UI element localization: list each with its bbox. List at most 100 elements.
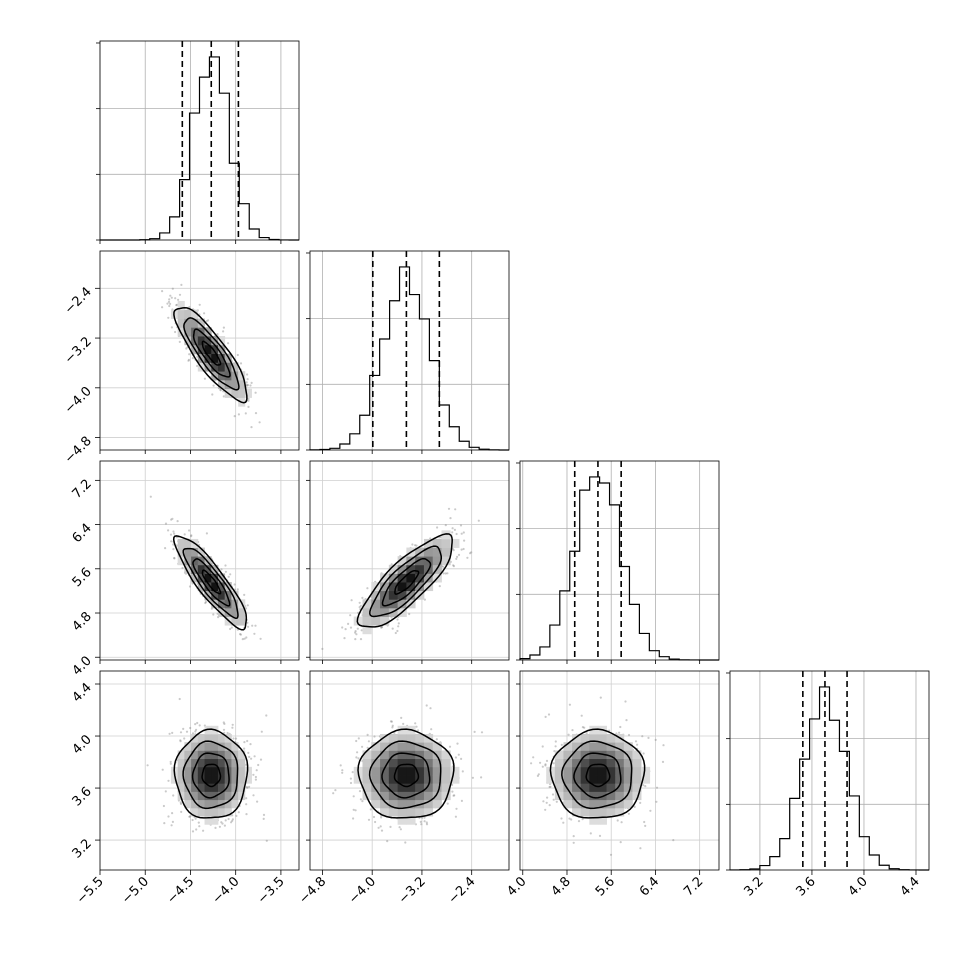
scatter-point bbox=[170, 540, 173, 543]
scatter-point bbox=[229, 627, 232, 631]
scatter-point bbox=[454, 508, 457, 511]
density-cell bbox=[415, 807, 425, 817]
scatter-point bbox=[244, 607, 248, 610]
density-cell bbox=[563, 783, 573, 792]
density-cell bbox=[632, 783, 642, 792]
scatter-point bbox=[429, 707, 432, 710]
density-cell bbox=[388, 742, 399, 751]
density-cell bbox=[606, 733, 616, 743]
scatter-point bbox=[179, 802, 183, 806]
contour-line bbox=[173, 728, 249, 819]
density-cell bbox=[224, 750, 232, 760]
scatter-point bbox=[172, 548, 175, 551]
density-cell bbox=[380, 791, 390, 801]
density-cell bbox=[197, 807, 205, 817]
density-cell bbox=[388, 590, 399, 600]
scatter-point bbox=[351, 771, 354, 774]
density-cell bbox=[197, 742, 205, 751]
scatter-point bbox=[230, 626, 233, 629]
contour-line bbox=[357, 728, 455, 819]
density-cell bbox=[441, 758, 451, 768]
density-cell bbox=[204, 799, 212, 809]
scatter-point bbox=[423, 820, 426, 823]
density-cell bbox=[191, 791, 199, 801]
density-cell bbox=[597, 807, 607, 817]
scatter-point bbox=[172, 543, 175, 546]
scatter-point bbox=[234, 737, 238, 740]
panel-frame bbox=[729, 670, 930, 871]
scatter-point bbox=[332, 792, 335, 795]
density-cell bbox=[184, 336, 192, 346]
density-cell bbox=[388, 775, 399, 784]
scatter-point bbox=[171, 287, 174, 290]
scatter-point bbox=[252, 662, 254, 664]
density-cell bbox=[641, 766, 651, 776]
density-cell bbox=[397, 758, 407, 768]
scatter-point bbox=[421, 816, 424, 819]
density-cell bbox=[388, 564, 399, 574]
scatter-point bbox=[179, 731, 183, 734]
scatter-point bbox=[233, 583, 236, 586]
scatter-point bbox=[356, 627, 359, 630]
scatter-point bbox=[639, 801, 642, 805]
scatter-point bbox=[244, 412, 247, 415]
scatter-point bbox=[149, 495, 152, 498]
scatter-point bbox=[188, 305, 191, 309]
scatter-point bbox=[220, 821, 223, 824]
scatter-point bbox=[169, 760, 172, 764]
scatter-point bbox=[446, 572, 449, 575]
contour-line bbox=[183, 317, 240, 391]
scatter-point bbox=[457, 753, 460, 756]
density-cell bbox=[191, 318, 199, 328]
scatter-point bbox=[231, 819, 234, 823]
density-cell bbox=[211, 775, 219, 784]
density-cell bbox=[231, 590, 239, 600]
density-cell bbox=[231, 791, 239, 801]
scatter-point bbox=[460, 799, 463, 803]
scatter-point bbox=[174, 297, 177, 300]
density-cell bbox=[397, 799, 407, 809]
density-cell bbox=[632, 791, 642, 801]
scatter-point bbox=[190, 534, 193, 537]
scatter-point bbox=[248, 755, 251, 759]
density-cell bbox=[615, 742, 625, 751]
scatter-point bbox=[191, 818, 194, 822]
scatter-point bbox=[243, 747, 246, 750]
scatter-point bbox=[170, 824, 173, 827]
scatter-point bbox=[583, 726, 586, 729]
density-cell bbox=[380, 742, 390, 751]
scatter-point bbox=[321, 647, 324, 651]
scatter-point bbox=[167, 300, 171, 303]
density-cell bbox=[441, 556, 451, 566]
x-tick-label: −4.8 bbox=[296, 874, 329, 907]
scatter-point bbox=[349, 626, 353, 629]
scatter-point bbox=[391, 724, 394, 727]
scatter-point bbox=[359, 798, 362, 801]
contour-line bbox=[191, 752, 230, 799]
scatter-point bbox=[250, 426, 253, 429]
density-cell bbox=[432, 783, 442, 792]
density-cell bbox=[177, 556, 185, 566]
scatter-point bbox=[226, 731, 229, 735]
scatter-point bbox=[197, 821, 200, 824]
density-cell bbox=[217, 344, 226, 355]
density-cell bbox=[197, 336, 205, 346]
scatter-point bbox=[170, 518, 173, 521]
scatter-panel-4-1 bbox=[99, 670, 300, 871]
scatter-point bbox=[171, 731, 174, 735]
scatter-point bbox=[221, 822, 224, 825]
density-cell bbox=[238, 371, 246, 381]
scatter-point bbox=[400, 716, 403, 720]
y-tick-label: 4.0 bbox=[70, 653, 95, 678]
scatter-point bbox=[239, 633, 242, 636]
scatter-point bbox=[161, 306, 164, 309]
y-tick-label: −4.0 bbox=[62, 384, 95, 417]
density-cell bbox=[204, 807, 212, 817]
scatter-panel-3-2 bbox=[309, 460, 510, 661]
density-cell bbox=[211, 599, 219, 609]
scatter-point bbox=[233, 415, 236, 418]
scatter-point bbox=[258, 421, 261, 424]
scatter-point bbox=[198, 724, 201, 727]
scatter-point bbox=[246, 739, 249, 743]
density-cell bbox=[572, 791, 582, 801]
